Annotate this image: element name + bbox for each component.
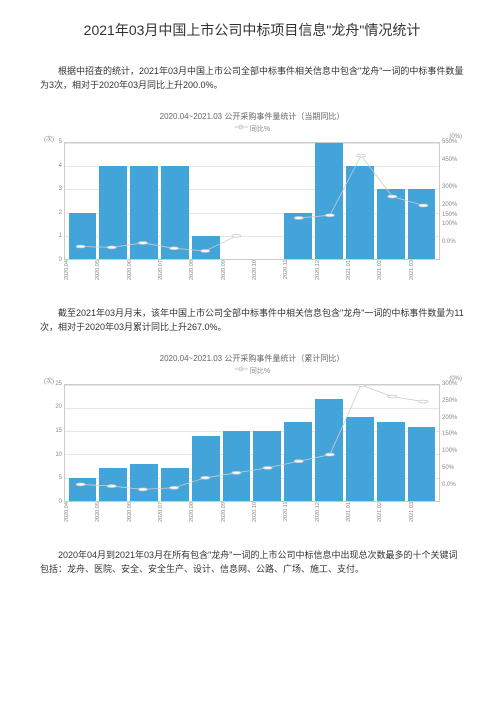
xaxis-tick: 2021.01 [346,260,377,288]
yaxis-right-tick: 0.0% [440,239,464,245]
yaxis-right-tick: 100% [440,448,464,454]
yaxis-right-tick: 450% [440,157,464,163]
yaxis-right-tick: 100% [440,221,464,227]
xaxis-tick: 2020.05 [95,502,126,530]
yaxis-right-tick: 200% [440,415,464,421]
chart-1-xaxis: 2020.042020.052020.062020.072020.082020.… [64,260,440,288]
chart-1-yaxis-right: 0.0% 100% 150% 200% 300% 450% 550% [440,142,464,260]
chart-1-title: 2020.04~2021.03 公开采购事件量统计（当期同比） [40,111,464,122]
yaxis-right-tick: 300% [440,381,464,387]
xaxis-tick: 2020.11 [283,260,314,288]
xaxis-tick: 2020.04 [64,260,95,288]
xaxis-tick: 2021.02 [377,260,408,288]
bar [284,422,312,501]
yaxis-left-tick: 25 [40,381,64,387]
xaxis-tick: 2020.10 [252,260,283,288]
chart-1-legend-label: 同比% [250,126,270,133]
chart-1-plot [64,142,440,260]
yaxis-left-tick: 20 [40,404,64,410]
yaxis-right-tick: 550% [440,139,464,145]
yaxis-right-tick: 50% [440,465,464,471]
yaxis-left-tick: 1 [40,233,64,239]
yaxis-right-tick: 150% [440,431,464,437]
yaxis-left-tick: 5 [40,139,64,145]
xaxis-tick: 2020.09 [221,502,252,530]
xaxis-tick: 2020.06 [127,502,158,530]
yaxis-left-tick: 0 [40,257,64,263]
yaxis-left-tick: 15 [40,428,64,434]
xaxis-tick: 2020.07 [158,260,189,288]
chart-2-body: (次) (0%) 0510152025 0.0%50%100%150%200%2… [40,380,464,530]
bar [346,166,374,259]
yaxis-right-tick: 200% [440,202,464,208]
bar [253,431,281,501]
bar [130,166,158,259]
chart-2-legend-label: 同比% [250,368,270,375]
bar [377,422,405,501]
bar [408,427,436,501]
bar [315,143,343,259]
bar [161,166,189,259]
yaxis-right-tick: 0.0% [440,482,464,488]
bar [161,468,189,500]
paragraph-1: 根据中招查的统计，2021年03月中国上市公司全部中标事件相关信息中包含"龙舟"… [40,64,464,93]
xaxis-tick: 2020.07 [158,502,189,530]
bar [99,166,127,259]
xaxis-tick: 2020.12 [315,502,346,530]
chart-2-plot [64,384,440,502]
bar [130,464,158,501]
bar [377,189,405,259]
yaxis-left-tick: 4 [40,163,64,169]
xaxis-tick: 2020.12 [315,260,346,288]
xaxis-tick: 2020.06 [127,260,158,288]
page: 2021年03月中国上市公司中标项目信息"龙舟"情况统计 根据中招查的统计，20… [0,0,504,625]
chart-2-legend: 同比% [40,366,464,376]
xaxis-tick: 2020.08 [189,260,220,288]
chart-1-body: (次) (0%) 012345 0.0%100%150%200%300%450%… [40,138,464,288]
bar [69,478,97,501]
chart-2-xaxis: 2020.042020.052020.062020.072020.082020.… [64,502,440,530]
legend-line-icon [234,123,248,133]
chart-2: 2020.04~2021.03 公开采购事件量统计（累计同比） 同比% (次) … [40,353,464,530]
bar [69,213,97,259]
yaxis-right-tick: 150% [440,212,464,218]
xaxis-tick: 2020.04 [64,502,95,530]
bar [223,431,251,501]
bar [408,189,436,259]
chart-1-yaxis-left: 0 1 2 3 4 5 [40,142,64,260]
bar [315,399,343,501]
chart-2-title: 2020.04~2021.03 公开采购事件量统计（累计同比） [40,353,464,364]
xaxis-tick: 2021.03 [409,260,440,288]
xaxis-tick: 2021.01 [346,502,377,530]
bar [192,236,220,259]
yaxis-left-tick: 10 [40,452,64,458]
xaxis-tick: 2021.03 [409,502,440,530]
xaxis-tick: 2021.02 [377,502,408,530]
bar [346,417,374,501]
xaxis-tick: 2020.10 [252,502,283,530]
paragraph-2: 截至2021年03月月末，该年中国上市公司全部中标事件中相关信息包含"龙舟"一词… [40,306,464,335]
chart-1: 2020.04~2021.03 公开采购事件量统计（当期同比） 同比% (次) … [40,111,464,288]
xaxis-tick: 2020.08 [189,502,220,530]
chart-1-bars [65,143,439,259]
chart-2-yaxis-left: 0 5 10 15 20 25 [40,384,64,502]
bar [99,468,127,500]
chart-2-bars [65,385,439,501]
page-title: 2021年03月中国上市公司中标项目信息"龙舟"情况统计 [40,20,464,40]
paragraph-3: 2020年04月到2021年03月在所有包含"龙舟"一词的上市公司中标信息中出现… [40,548,464,577]
yaxis-right-tick: 300% [440,184,464,190]
bar [192,436,220,501]
yaxis-left-tick: 5 [40,475,64,481]
xaxis-tick: 2020.05 [95,260,126,288]
yaxis-left-tick: 0 [40,499,64,505]
yaxis-right-tick: 250% [440,398,464,404]
bar [284,213,312,259]
xaxis-tick: 2020.11 [283,502,314,530]
legend-line-icon [234,365,248,375]
chart-1-legend: 同比% [40,124,464,134]
yaxis-left-tick: 3 [40,186,64,192]
chart-2-yaxis-right: 0.0% 50% 100% 150% 200% 250% 300% [440,384,464,502]
xaxis-tick: 2020.09 [221,260,252,288]
yaxis-left-tick: 2 [40,210,64,216]
